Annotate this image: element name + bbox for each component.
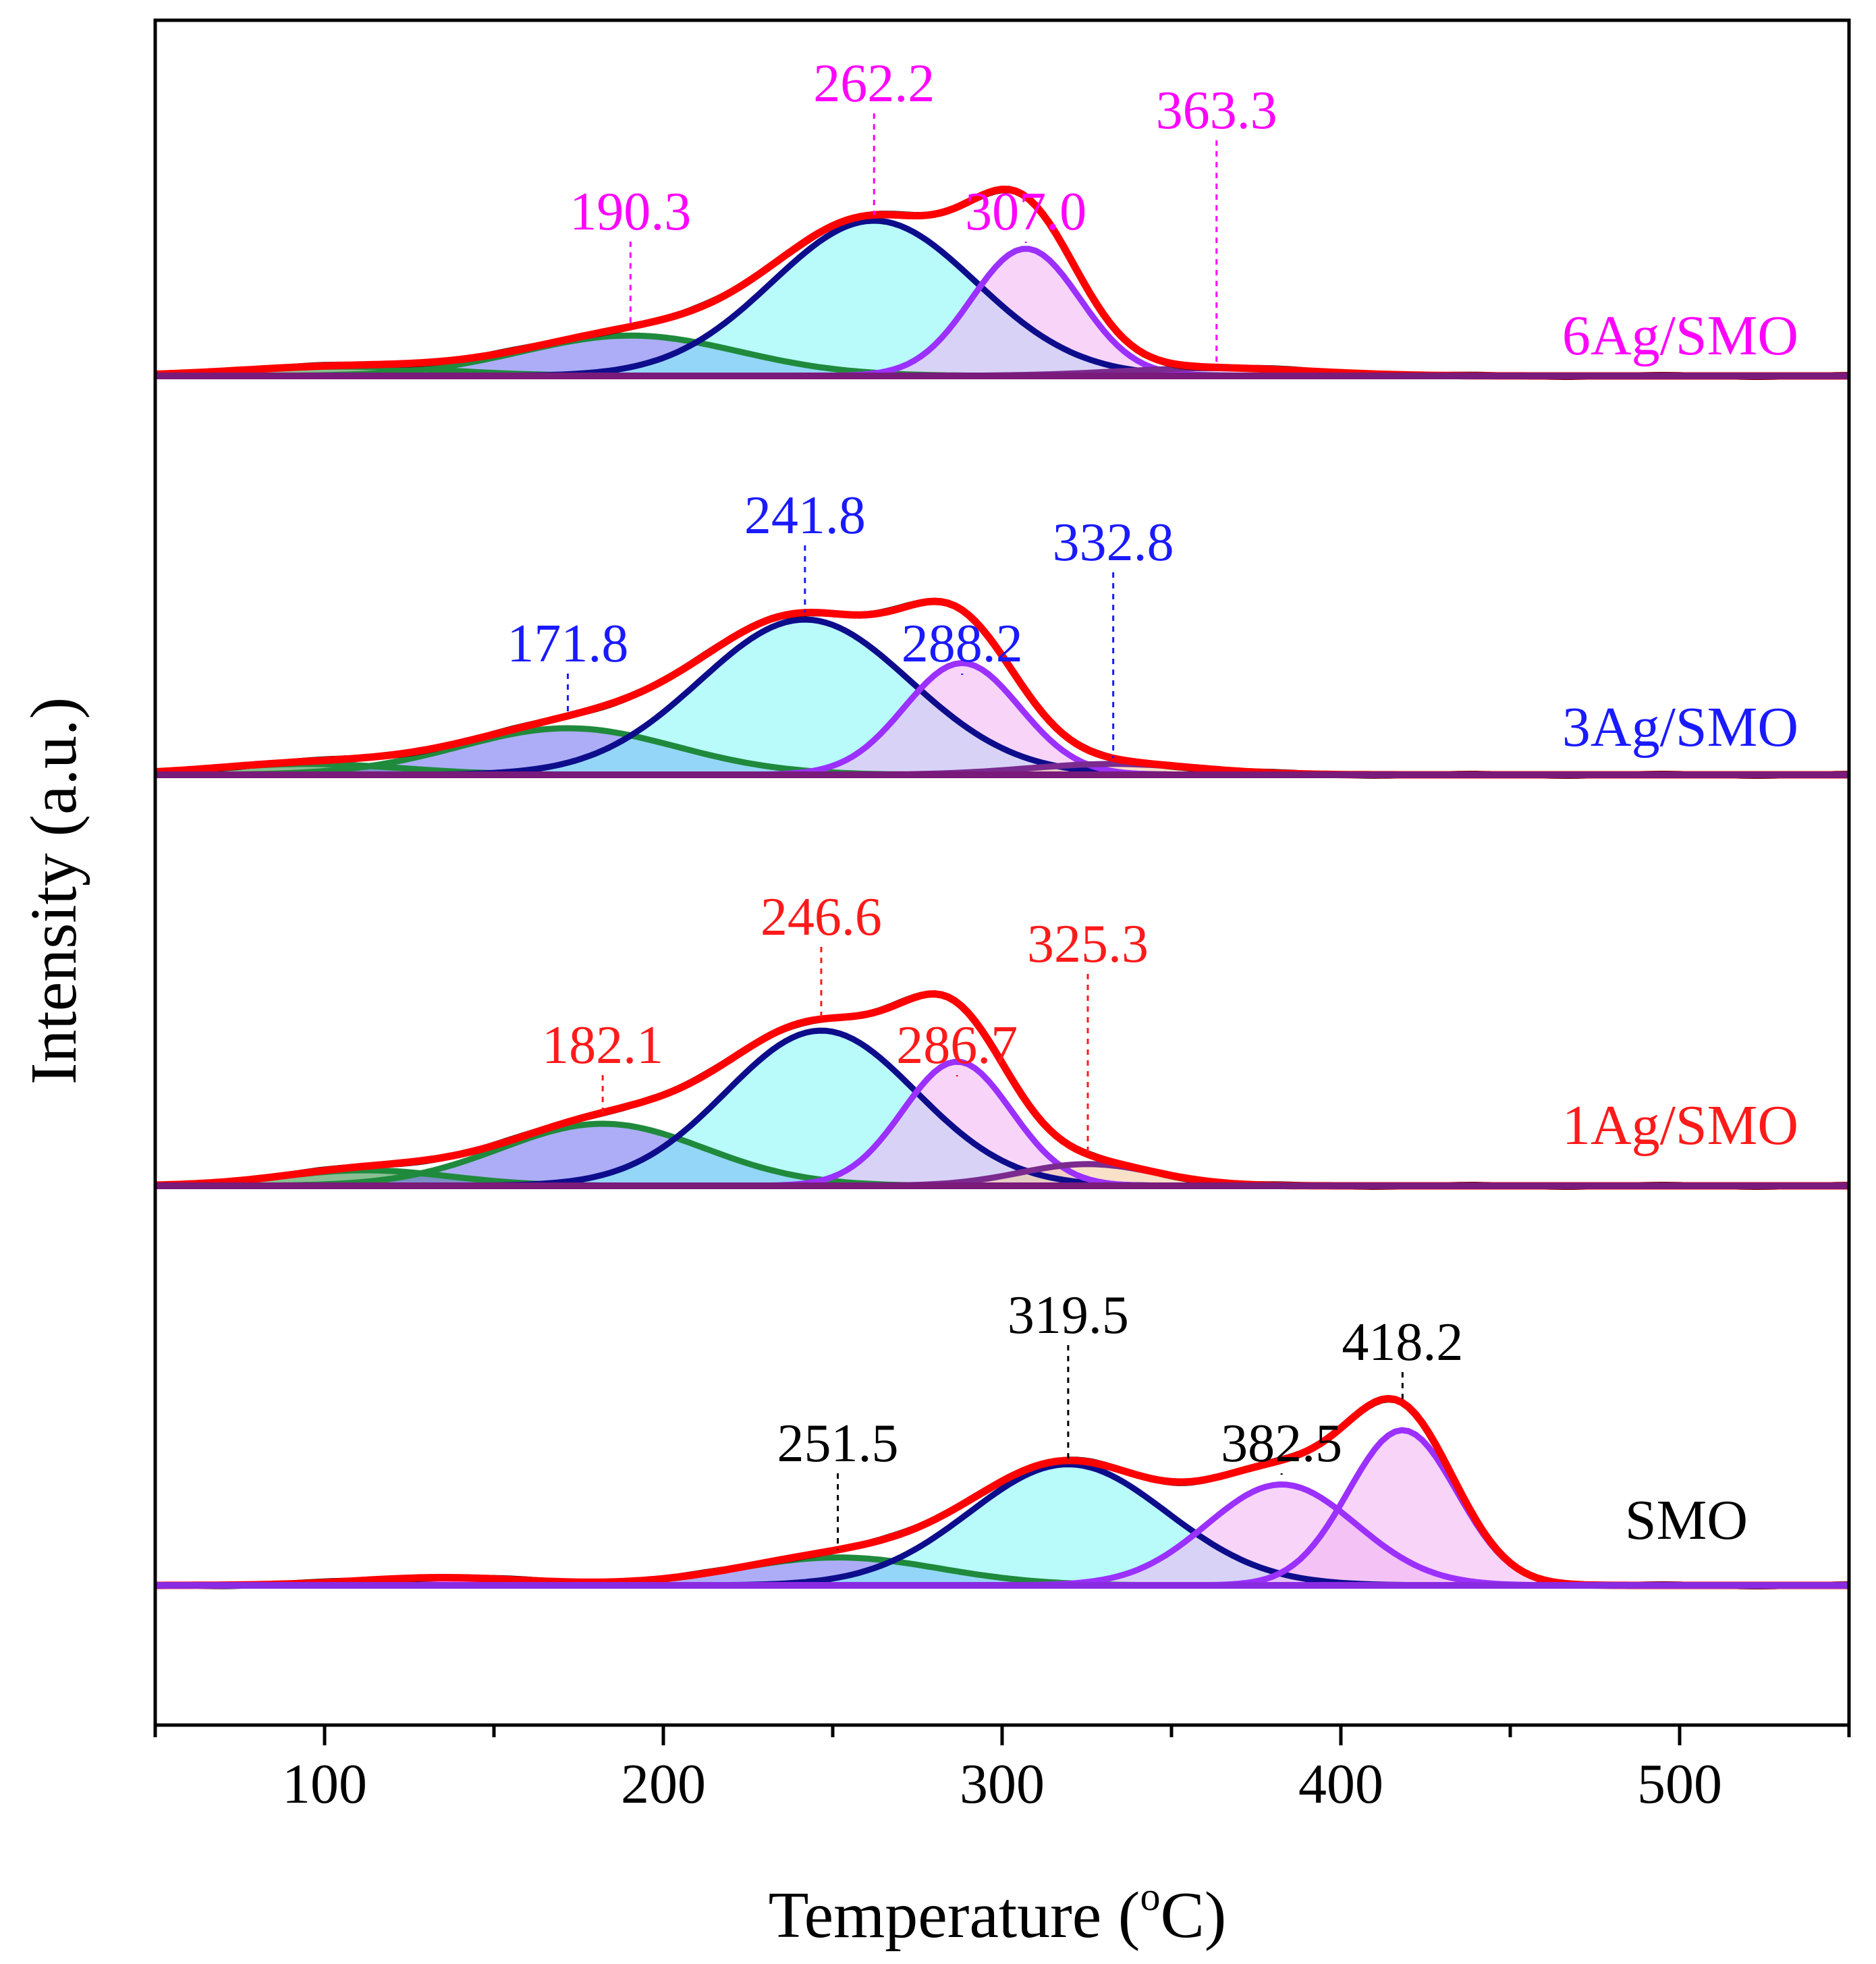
sample-label: SMO	[1625, 1489, 1748, 1552]
peak-label: 251.5	[777, 1414, 899, 1473]
component-fill	[155, 1464, 1849, 1585]
panel-1: 171.8 241.8 288.2 332.8 3Ag/SMO	[155, 486, 1850, 779]
peak-label: 286.7	[896, 1016, 1018, 1075]
component-fill	[155, 248, 1849, 376]
sample-label: 6Ag/SMO	[1562, 304, 1798, 367]
x-tick-label: 400	[1298, 1753, 1383, 1816]
peak-label: 288.2	[902, 614, 1023, 674]
x-tick-label: 200	[621, 1753, 706, 1816]
component-fill	[155, 1164, 1849, 1186]
x-ticks: 100 200 300 400 500	[153, 1725, 1851, 1816]
component-fill	[155, 1430, 1849, 1585]
sample-label: 1Ag/SMO	[1562, 1094, 1798, 1157]
peak-label: 246.6	[761, 888, 882, 947]
component-fill	[155, 1062, 1849, 1186]
x-tick-label: 300	[960, 1753, 1045, 1816]
peak-label: 190.3	[570, 182, 691, 242]
peak-label: 171.8	[507, 614, 628, 674]
axes-layer: 100 200 300 400 500 Temperature (oC) Intensi…	[18, 18, 1851, 1952]
peak-label: 262.2	[813, 54, 935, 113]
y-axis-title: Intensity (a.u.)	[18, 697, 90, 1085]
x-axis-title: Temperature (oC)	[769, 1874, 1227, 1952]
x-tick-label: 100	[282, 1753, 367, 1816]
sample-label: 3Ag/SMO	[1562, 696, 1798, 759]
peak-label: 241.8	[744, 486, 866, 545]
peak-label: 325.3	[1027, 915, 1149, 974]
peak-label: 307.0	[965, 182, 1086, 242]
peak-label: 382.5	[1221, 1414, 1342, 1473]
x-tick-label: 500	[1637, 1753, 1722, 1816]
peak-label: 418.2	[1342, 1313, 1463, 1372]
peak-label: 319.5	[1008, 1286, 1129, 1345]
component-fill	[155, 335, 1849, 376]
peak-label: 363.3	[1156, 81, 1277, 140]
peak-label: 182.1	[542, 1016, 663, 1075]
panel-0: 190.3 262.2 307.0 363.3 6Ag/SMO	[155, 54, 1850, 380]
peak-label: 332.8	[1053, 513, 1174, 572]
component-fill	[155, 663, 1849, 775]
panels-layer: 190.3 262.2 307.0 363.3 6Ag/SMO 171.8 241.8 288…	[155, 54, 1850, 1589]
component-fill	[155, 1124, 1849, 1186]
